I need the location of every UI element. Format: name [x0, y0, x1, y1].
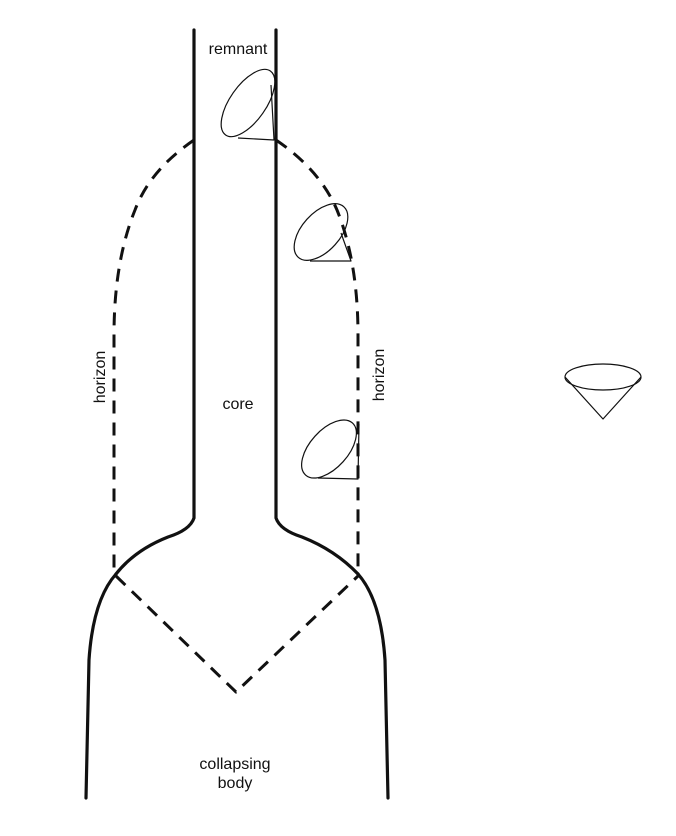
horizon-left-label: horizon — [92, 351, 109, 403]
light-cone-upper-right — [293, 203, 352, 262]
collapsing-body-label-line2: body — [218, 775, 253, 792]
core-right-wall — [274, 28, 360, 576]
light-cone-reference — [564, 363, 642, 420]
collapsing-body-right-surface — [356, 572, 390, 800]
collapsing-body-label-line1: collapsing — [199, 756, 270, 773]
core-label: core — [222, 396, 253, 413]
light-cone-lower-right — [301, 419, 360, 480]
horizon-right-label: horizon — [371, 349, 388, 401]
horizon-right — [275, 138, 360, 574]
remnant-label: remnant — [209, 41, 268, 58]
core-left-wall — [114, 28, 196, 576]
trapped-surface-v — [114, 574, 360, 694]
horizon-left — [112, 138, 195, 574]
light-cone-top — [220, 68, 276, 141]
collapsing-body-left-surface — [84, 572, 118, 800]
